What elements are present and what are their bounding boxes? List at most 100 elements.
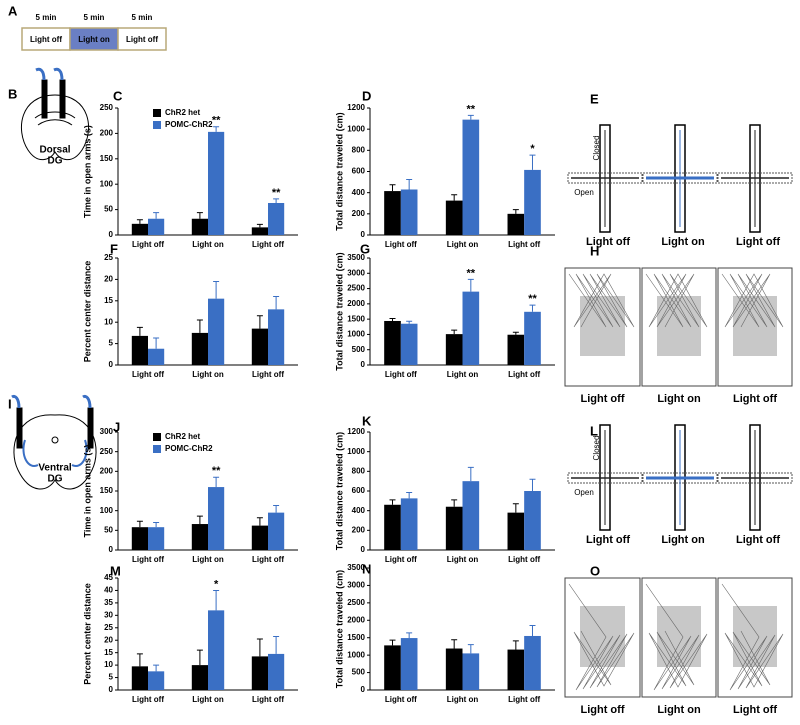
x-tick-label: Light off [132, 370, 164, 379]
bar [524, 635, 541, 690]
x-tick-label: Light on [447, 240, 479, 249]
panel-letter: M [110, 563, 121, 578]
error-bar [406, 491, 413, 499]
bar [445, 506, 463, 550]
legend-label: POMC-ChR2 [165, 120, 213, 129]
brain-ventral [11, 394, 97, 490]
region: DG [48, 156, 63, 167]
y-tick-label: 500 [352, 345, 366, 354]
error-bar [529, 625, 536, 636]
arm-label: Closed [592, 436, 601, 461]
y-tick-label: 2500 [347, 284, 365, 293]
bar [384, 645, 401, 690]
bar [208, 487, 225, 550]
error-bar [153, 521, 160, 528]
bar [131, 335, 148, 365]
y-tick-label: 1200 [347, 103, 365, 112]
caption: Light off [581, 704, 625, 716]
error-bar [512, 331, 519, 335]
error-bar [213, 281, 220, 299]
y-tick-label: 150 [100, 486, 114, 495]
panel-letter: N [362, 561, 371, 576]
error-bar [451, 329, 458, 335]
y-axis-label: Time in open arms (s) [82, 125, 92, 218]
x-tick-label: Light off [508, 240, 540, 249]
bar [462, 653, 480, 690]
y-tick-label: 45 [104, 573, 113, 582]
track [568, 273, 635, 328]
x-tick-label: Light off [508, 695, 540, 704]
panel-letter: L [590, 423, 598, 438]
significance: ** [212, 465, 221, 477]
duration: 5 min [36, 13, 57, 22]
y-tick-label: 400 [352, 506, 366, 515]
bar [462, 119, 480, 235]
track [645, 583, 708, 691]
y-tick-label: 1200 [347, 427, 365, 436]
y-tick-label: 35 [104, 598, 113, 607]
panel-letter: G [360, 241, 370, 256]
x-tick-label: Light off [132, 240, 164, 249]
error-bar [451, 499, 458, 507]
x-tick-label: Light off [252, 695, 284, 704]
bar [131, 223, 148, 235]
panel-letter: K [362, 413, 372, 428]
bar [268, 202, 285, 235]
duration: 5 min [84, 13, 105, 22]
bar [507, 334, 525, 365]
track [721, 273, 784, 328]
y-tick-label: 2000 [347, 615, 365, 624]
track [568, 583, 635, 691]
bar [507, 512, 525, 550]
bar [462, 481, 480, 550]
y-tick-label: 300 [100, 427, 114, 436]
y-tick-label: 20 [104, 275, 113, 284]
error-bar [406, 320, 413, 324]
x-tick-label: Light off [385, 555, 417, 564]
error-bar [273, 198, 280, 203]
bar [524, 491, 541, 550]
panel-letter: D [362, 88, 371, 103]
y-tick-label: 10 [104, 660, 113, 669]
y-axis-label: Total distance traveled (cm) [334, 112, 344, 230]
error-bar [196, 319, 203, 333]
error-bar [529, 478, 536, 491]
bar [251, 227, 268, 235]
error-bar [467, 466, 474, 482]
caption: Light off [736, 236, 780, 248]
center-zone [657, 296, 701, 356]
panel-letter: J [113, 419, 120, 434]
legend-label: ChR2 het [165, 432, 200, 441]
panel-letter: E [590, 91, 599, 106]
error-bar [196, 515, 203, 525]
y-tick-label: 200 [100, 129, 114, 138]
y-tick-label: 500 [352, 668, 366, 677]
caption: Light off [586, 236, 630, 248]
caption: Light off [733, 393, 777, 405]
bar [400, 638, 418, 690]
error-bar [467, 278, 474, 292]
bar [445, 334, 463, 365]
bar [268, 512, 285, 550]
y-tick-label: 30 [104, 610, 113, 619]
y-tick-label: 2000 [347, 299, 365, 308]
y-tick-label: 250 [100, 447, 114, 456]
bar [191, 218, 208, 235]
x-tick-label: Light off [132, 555, 164, 564]
panel-letter: C [113, 88, 123, 103]
timeline [21, 27, 167, 51]
x-tick-label: Light on [447, 695, 479, 704]
y-tick-label: 0 [361, 685, 366, 694]
y-tick-label: 150 [100, 154, 114, 163]
bar [148, 218, 165, 235]
bar [507, 649, 525, 690]
legend-swatch [153, 445, 161, 453]
x-tick-label: Light off [385, 370, 417, 379]
caption: Light off [733, 704, 777, 716]
y-tick-label: 600 [352, 486, 366, 495]
error-bar [153, 664, 160, 672]
error-bar [273, 296, 280, 310]
caption: Light on [661, 236, 705, 248]
arena [641, 267, 717, 387]
caption: Light on [657, 704, 701, 716]
